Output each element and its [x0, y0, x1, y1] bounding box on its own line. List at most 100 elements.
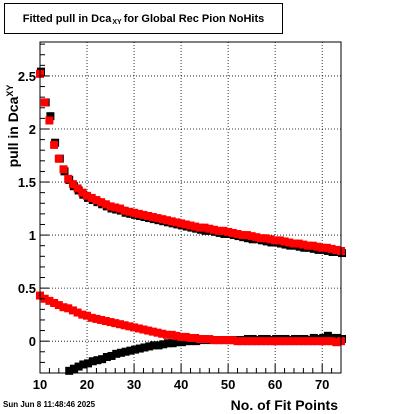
- data-point: [327, 244, 336, 253]
- data-point: [313, 242, 322, 251]
- data-point: [289, 337, 298, 346]
- data-point: [186, 333, 195, 342]
- data-point: [125, 322, 134, 331]
- data-point: [135, 344, 144, 353]
- data-point: [167, 217, 176, 226]
- data-point: [111, 203, 120, 212]
- data-point: [78, 310, 87, 319]
- data-point: [266, 337, 275, 346]
- data-point: [153, 328, 162, 337]
- data-point: [308, 337, 317, 346]
- data-point: [247, 337, 256, 346]
- data-point: [134, 209, 143, 218]
- data-point: [120, 321, 129, 330]
- plot-frame: [39, 41, 342, 374]
- axes: [39, 41, 342, 374]
- data-point: [172, 331, 181, 340]
- data-point: [87, 193, 96, 202]
- data-point: [101, 200, 110, 209]
- x-tick-label: 70: [315, 377, 329, 392]
- data-point: [271, 236, 280, 245]
- data-point: [50, 298, 59, 307]
- y-axis-label-subscript: XY: [5, 85, 15, 97]
- data-point: [257, 234, 266, 243]
- data-point: [159, 340, 168, 349]
- data-point: [242, 337, 251, 346]
- data-point: [228, 228, 237, 237]
- data-point: [257, 337, 266, 346]
- data-point: [98, 355, 107, 364]
- data-point: [78, 188, 87, 197]
- data-point: [200, 223, 209, 232]
- data-point: [261, 234, 270, 243]
- data-point: [97, 198, 106, 207]
- data-point: [173, 338, 182, 347]
- data-point: [163, 339, 172, 348]
- data-point: [79, 360, 88, 369]
- data-point: [111, 319, 120, 328]
- data-point: [73, 184, 82, 193]
- data-point: [233, 337, 242, 346]
- data-point: [247, 232, 256, 241]
- data-point: [167, 330, 176, 339]
- data-point: [158, 215, 167, 224]
- data-point: [205, 224, 214, 233]
- data-point: [285, 238, 294, 247]
- data-point: [162, 330, 171, 339]
- data-point: [68, 180, 77, 189]
- data-point: [219, 226, 228, 235]
- chart-title-subscript: XY: [112, 19, 122, 26]
- data-point: [299, 240, 308, 249]
- data-point: [139, 210, 148, 219]
- data-point: [294, 337, 303, 346]
- data-point: [59, 165, 68, 174]
- data-point: [205, 335, 214, 344]
- x-tick-label: 40: [174, 377, 188, 392]
- data-point: [275, 236, 284, 245]
- data-point: [153, 214, 162, 223]
- data-point: [93, 356, 102, 365]
- data-point: [92, 196, 101, 205]
- data-point: [280, 337, 289, 346]
- data-point: [125, 207, 134, 216]
- y-tick-label: 1: [29, 228, 36, 243]
- data-point: [139, 325, 148, 334]
- data-point: [50, 140, 59, 149]
- y-axis-label-main: pull in Dca: [5, 96, 21, 167]
- data-point: [148, 213, 157, 222]
- data-point: [275, 337, 284, 346]
- data-point: [45, 296, 54, 305]
- data-point: [115, 320, 124, 329]
- data-point: [154, 341, 163, 350]
- data-point: [214, 336, 223, 345]
- x-tick-label: 10: [33, 377, 47, 392]
- data-point: [45, 116, 54, 125]
- data-point: [219, 336, 228, 345]
- data-point: [322, 243, 331, 252]
- data-point: [59, 303, 68, 312]
- chart-title-main: Fitted pull in Dca: [22, 12, 112, 25]
- data-point: [88, 357, 97, 366]
- data-point: [210, 336, 219, 345]
- data-point: [200, 335, 209, 344]
- data-point: [228, 336, 237, 345]
- data-point: [149, 341, 158, 350]
- data-point: [181, 220, 190, 229]
- data-point: [285, 337, 294, 346]
- x-tick-label: 50: [221, 377, 235, 392]
- data-point: [323, 331, 332, 340]
- data-point: [266, 235, 275, 244]
- data-point: [238, 231, 247, 240]
- x-tick-label: 60: [268, 377, 282, 392]
- data-point: [332, 338, 341, 347]
- data-point: [107, 351, 116, 360]
- data-point: [332, 245, 341, 254]
- data-point: [242, 231, 251, 240]
- data-point: [134, 324, 143, 333]
- data-point: [101, 317, 110, 326]
- data-point: [106, 318, 115, 327]
- data-point: [140, 343, 149, 352]
- data-point: [46, 112, 55, 121]
- data-point: [73, 308, 82, 317]
- y-tick-label: 0: [29, 334, 36, 349]
